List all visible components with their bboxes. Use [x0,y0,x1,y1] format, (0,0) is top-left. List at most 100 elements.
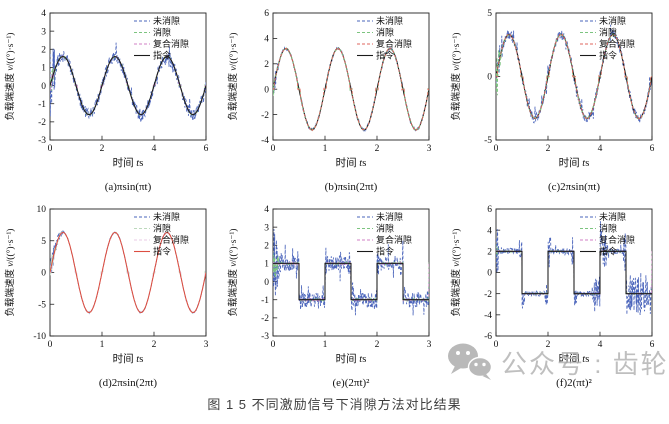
legend-label-composite: 复合消隙 [376,234,412,245]
chart-f: 0 2 4 6 -6 -4 -2 0 2 4 6 时间 ts 负载端速度 v/((°)·s⁻¹) (f)2… [450,205,655,389]
legend-label-command: 指令 [153,246,171,257]
y-tick-label: -5 [484,136,492,146]
y-tick-label: 4 [41,9,46,19]
figure-caption: 图 1 5 不同激励信号下消隙方法对比结果 [207,397,462,412]
x-tick-label: 1 [323,340,328,350]
y-axis-label: 负载端速度 v/((°)·s⁻¹) [4,229,16,317]
subplot-f: 0 2 4 6 -6 -4 -2 0 2 4 6 时间 ts 负载端速度 v/((°)·s⁻¹) (f)2… [446,196,669,392]
x-tick-label: 2 [152,340,157,350]
subplot-c: 0 2 4 6 -5 0 5 时间 ts 负载端速度 v/((°)·s⁻¹) (c)2πsin(π… [446,0,669,196]
x-tick-label: 4 [152,144,157,154]
x-tick-label: 0 [494,144,499,154]
legend-label-uncompensated: 未消隙 [376,211,403,222]
series-composite-path [273,47,429,132]
y-tick-label: -5 [38,300,46,310]
y-tick-label: 10 [37,205,47,215]
y-tick-label: 0 [264,85,269,95]
y-tick-label: -2 [38,118,46,128]
y-tick-label: 0 [487,269,492,279]
y-tick-label: -6 [484,332,492,342]
y-tick-label: 2 [264,60,269,70]
y-tick-label: -2 [261,314,269,324]
legend-label-compensated: 消隙 [153,223,171,234]
subplot-a: 0 2 4 6 -3 -2 -1 0 1 2 3 4 时间 ts 负载端速度 v/((°)·s⁻¹) (a)… [0,0,223,196]
y-tick-label: 2 [41,45,46,55]
series-compensated-path [273,46,429,132]
legend-label-uncompensated: 未消隙 [599,15,626,26]
series-command-path [50,231,206,314]
x-tick-label: 6 [204,144,209,154]
axes-frame [272,12,430,141]
y-axis-label: 负载端速度 v/((°)·s⁻¹) [227,229,239,317]
legend-label-command: 指令 [599,50,617,61]
y-tick-label: 6 [487,205,492,215]
subplot-label: (f)2(πt)² [556,377,592,389]
x-axis-label: 时间 ts [336,156,367,169]
x-tick-label: 4 [598,144,603,154]
y-tick-label: 1 [264,260,269,270]
y-tick-label: 4 [487,226,492,236]
subplot-b: 0 1 2 3 -4 -2 0 2 4 6 时间 ts 负载端速度 v/((°)·s⁻¹) (b)πsi… [223,0,446,196]
legend-label-compensated: 消隙 [376,223,394,234]
x-tick-label: 2 [546,144,551,154]
legend-label-compensated: 消隙 [599,27,617,38]
x-tick-label: 0 [271,340,276,350]
legend-label-composite: 复合消隙 [599,234,635,245]
series-compensated-path [496,32,652,121]
y-tick-label: 2 [264,241,269,251]
subplot-d: 0 1 2 3 -10 -5 0 5 10 时间 ts 负载端速度 v/((°)·s⁻¹) (d)2π… [0,196,223,392]
y-tick-label: 5 [487,9,492,19]
x-tick-label: 3 [427,340,432,350]
x-tick-label: 0 [494,340,499,350]
chart-e: 0 1 2 3 -3 -2 -1 0 1 2 3 4 时间 ts 负载端速度 v/((°)·s⁻¹) (e)… [227,205,432,389]
x-tick-label: 0 [271,144,276,154]
chart-b: 0 1 2 3 -4 -2 0 2 4 6 时间 ts 负载端速度 v/((°)·s⁻¹) (b)πsi… [227,9,432,193]
subplot-label: (a)πsin(πt) [105,181,152,193]
y-tick-label: -4 [484,311,492,321]
y-tick-label: 0 [41,82,46,92]
x-tick-label: 2 [100,144,105,154]
series-command-path [50,55,206,116]
legend-label-uncompensated: 未消隙 [153,211,180,222]
y-tick-label: 4 [264,35,269,45]
x-tick-label: 6 [650,340,655,350]
chart-d: 0 1 2 3 -10 -5 0 5 10 时间 ts 负载端速度 v/((°)·s⁻¹) (d)2π… [4,205,209,389]
legend-label-composite: 复合消隙 [376,38,412,49]
y-axis-label: 负载端速度 v/((°)·s⁻¹) [450,33,462,121]
y-axis-label: 负载端速度 v/((°)·s⁻¹) [450,229,462,317]
x-tick-label: 0 [48,340,53,350]
x-tick-label: 3 [427,144,432,154]
y-tick-label: -10 [33,332,46,342]
y-tick-label: -4 [261,136,269,146]
legend-label-composite: 复合消隙 [599,38,635,49]
subplot-label: (c)2πsin(πt) [548,181,600,193]
chart-a: 0 2 4 6 -3 -2 -1 0 1 2 3 4 时间 ts 负载端速度 v/((°)·s⁻¹) (a)… [4,9,209,193]
subplot-label: (e)(2πt)² [333,377,371,389]
series-uncompensated-path [50,42,206,123]
y-tick-label: 0 [41,269,46,279]
y-tick-label: 3 [264,223,269,233]
x-axis-label: 时间 ts [336,352,367,365]
y-tick-label: -2 [484,290,492,300]
legend-label-command: 指令 [153,50,171,61]
x-tick-label: 1 [323,144,328,154]
legend-label-command: 指令 [376,50,394,61]
y-tick-label: 3 [41,27,46,37]
y-tick-label: -1 [261,296,269,306]
legend-label-composite: 复合消隙 [153,38,189,49]
y-tick-label: 1 [41,64,46,74]
x-tick-label: 3 [204,340,209,350]
x-axis-label: 时间 ts [113,156,144,169]
y-axis-label: 负载端速度 v/((°)·s⁻¹) [227,33,239,121]
legend-label-command: 指令 [376,246,394,257]
legend-label-uncompensated: 未消隙 [153,15,180,26]
series-command-path [496,250,652,295]
subplot-label: (b)πsin(2πt) [325,181,378,193]
x-axis-label: 时间 ts [559,352,590,365]
legend-label-compensated: 消隙 [599,223,617,234]
legend-label-compensated: 消隙 [376,27,394,38]
x-tick-label: 4 [598,340,603,350]
x-axis-label: 时间 ts [113,352,144,365]
